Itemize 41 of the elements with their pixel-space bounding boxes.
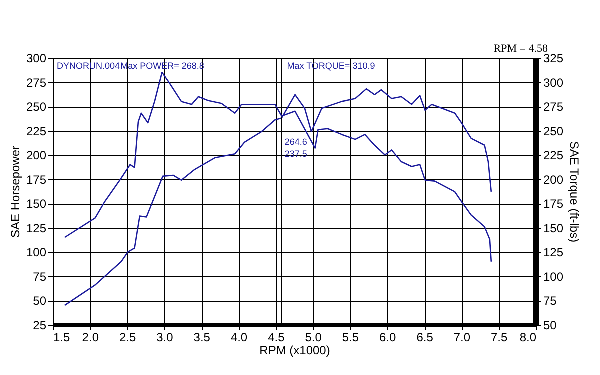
y-tick-label: 100 bbox=[26, 246, 47, 260]
x-tick-label: 7.0 bbox=[454, 330, 471, 344]
x-tick-label: 8.0 bbox=[520, 330, 537, 344]
x-tick-label: 3.5 bbox=[194, 330, 211, 344]
y-tick-label: 200 bbox=[26, 148, 47, 163]
annotation: 264.6 bbox=[284, 137, 308, 147]
x-tick-label: 2.0 bbox=[82, 330, 100, 344]
y-tick-label: 150 bbox=[26, 197, 47, 212]
x-tick-label: 7.5 bbox=[491, 330, 508, 344]
x-tick-label: 6.5 bbox=[416, 330, 434, 344]
y-tick-label: 300 bbox=[26, 52, 47, 66]
y-tick-label: 50 bbox=[33, 294, 47, 308]
y2-tick-label: 200 bbox=[544, 172, 564, 187]
x-tick-label: 5.0 bbox=[305, 330, 322, 344]
x-tick-label: 5.5 bbox=[342, 330, 360, 344]
x-tick-label: 6.0 bbox=[380, 330, 397, 344]
x-axis-title: RPM (x1000) bbox=[260, 344, 330, 358]
y2-tick-label: 225 bbox=[544, 148, 564, 163]
x-tick-label: 3.0 bbox=[156, 330, 174, 344]
x-tick-label: 4.5 bbox=[268, 330, 286, 344]
y-tick-label: 75 bbox=[33, 270, 47, 284]
y2-tick-label: 100 bbox=[544, 270, 564, 284]
y2-tick-label: 300 bbox=[544, 76, 564, 90]
y-tick-label: 275 bbox=[26, 76, 47, 90]
y2-tick-label: 125 bbox=[544, 246, 564, 260]
y-axis-title: SAE Horsepower bbox=[8, 146, 22, 238]
y2-tick-label: 250 bbox=[544, 124, 564, 138]
y-tick-label: 225 bbox=[26, 124, 47, 138]
x-tick-label: 1.5 bbox=[54, 330, 71, 344]
y-tick-label: 250 bbox=[26, 100, 47, 114]
y2-tick-label: 175 bbox=[544, 197, 564, 212]
x-tick-label: 4.0 bbox=[230, 330, 248, 344]
y-tick-label: 25 bbox=[33, 318, 47, 332]
y2-tick-label: 275 bbox=[544, 100, 564, 114]
y2-axis-title: SAE Torque (ft-lbs) bbox=[568, 141, 582, 243]
y-tick-label: 175 bbox=[26, 172, 47, 187]
x-tick-label: 2.5 bbox=[119, 330, 136, 344]
y-tick-label: 125 bbox=[26, 221, 47, 236]
y2-tick-label: 150 bbox=[544, 221, 564, 236]
y2-tick-label: 75 bbox=[544, 294, 558, 308]
y2-tick-label: 50 bbox=[544, 318, 558, 332]
